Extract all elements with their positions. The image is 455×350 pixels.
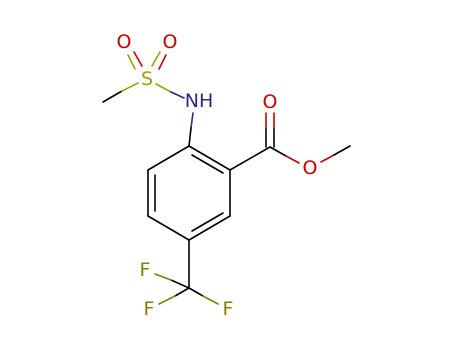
bond (151, 51, 161, 67)
bond (127, 54, 136, 70)
atom-label: O (303, 157, 318, 179)
bond (320, 154, 335, 163)
bond (285, 155, 300, 164)
bond (202, 295, 219, 305)
atom-label: F (223, 298, 234, 320)
bond (154, 273, 172, 281)
atom-label: NH (185, 90, 214, 112)
bond (188, 145, 231, 171)
bond (155, 83, 172, 93)
atom-label: O (117, 31, 132, 53)
bond (174, 287, 190, 297)
bonds (102, 51, 351, 305)
bond (229, 146, 271, 171)
atom-label: S (141, 68, 153, 90)
atom-label: F (144, 298, 155, 320)
bond (191, 154, 224, 174)
bond (158, 54, 167, 70)
bond (133, 51, 143, 67)
bond (121, 82, 139, 92)
bond (188, 127, 192, 147)
bond (191, 212, 224, 232)
atom-label: F (140, 259, 151, 281)
bond (147, 145, 190, 171)
bond (269, 146, 287, 157)
bond (147, 215, 190, 241)
bond (102, 90, 123, 103)
bond (188, 215, 231, 241)
bond (158, 295, 176, 305)
bond (190, 112, 194, 129)
atom-labels: O O S NH O O F F F (117, 31, 318, 320)
bond (170, 91, 185, 99)
bond (170, 279, 190, 289)
bond (333, 145, 351, 156)
bond (188, 287, 204, 297)
atom-label: O (163, 31, 178, 53)
atom-label: O (263, 91, 278, 113)
